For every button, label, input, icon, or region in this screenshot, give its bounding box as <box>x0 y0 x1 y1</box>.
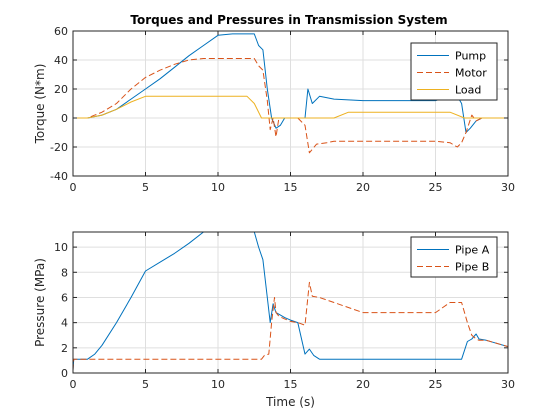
y-axis-label: Pressure (MPa) <box>33 258 47 347</box>
series-group <box>73 232 508 371</box>
x-tick-label: 0 <box>70 181 77 194</box>
legend: Pump Motor Load <box>410 42 498 101</box>
y-tick-label: 8 <box>61 266 68 279</box>
y-tick-label: 0 <box>61 367 68 380</box>
y-tick-label: 4 <box>61 317 68 330</box>
series-group <box>73 33 508 154</box>
y-tick-label: 2 <box>61 342 68 355</box>
torque-plot: 0 5 10 15 20 25 30 -40 -20 0 20 40 60 Torque (N*m) Pum… <box>33 25 515 194</box>
y-tick-label: 60 <box>54 25 68 38</box>
series-line-motor <box>73 58 508 154</box>
y-tick-label: 20 <box>54 83 68 96</box>
x-tick-label: 25 <box>429 378 443 391</box>
legend: Pipe A Pipe B <box>410 236 498 278</box>
y-tick-label: 10 <box>54 241 68 254</box>
series-line-pipe-b <box>73 281 508 371</box>
legend-label: Pump <box>455 50 486 63</box>
x-tick-label: 10 <box>211 378 225 391</box>
x-tick-label: 15 <box>284 378 298 391</box>
x-tick-label: 30 <box>501 181 515 194</box>
y-tick-label: 6 <box>61 291 68 304</box>
y-tick-label: -40 <box>50 170 68 183</box>
legend-box <box>410 236 498 278</box>
x-tick-label: 5 <box>142 181 149 194</box>
legend-label: Load <box>455 84 481 97</box>
x-tick-label: 20 <box>356 181 370 194</box>
x-tick-label: 10 <box>211 181 225 194</box>
pressure-plot: 0 5 10 15 20 25 30 0 2 4 6 8 10 Pressure (MPa) Time (s… <box>33 231 515 409</box>
x-tick-label: 25 <box>429 181 443 194</box>
y-axis-label: Torque (N*m) <box>33 64 47 145</box>
series-line-load <box>73 95 508 119</box>
series-line-pump <box>73 33 508 133</box>
legend-label: Pipe B <box>455 261 489 274</box>
y-tick-label: 0 <box>61 112 68 125</box>
x-tick-label: 15 <box>284 181 298 194</box>
series-line-pipe-a <box>73 232 508 371</box>
x-tick-label: 0 <box>70 378 77 391</box>
legend-label: Motor <box>455 67 487 80</box>
y-tick-label: 40 <box>54 54 68 67</box>
x-axis-label: Time (s) <box>265 395 315 409</box>
legend-box <box>410 42 498 101</box>
x-tick-label: 30 <box>501 378 515 391</box>
x-tick-label: 20 <box>356 378 370 391</box>
y-tick-label: -20 <box>50 141 68 154</box>
legend-label: Pipe A <box>455 244 490 257</box>
x-tick-label: 5 <box>142 378 149 391</box>
chart-title: Torques and Pressures in Transmission Sy… <box>130 13 447 27</box>
